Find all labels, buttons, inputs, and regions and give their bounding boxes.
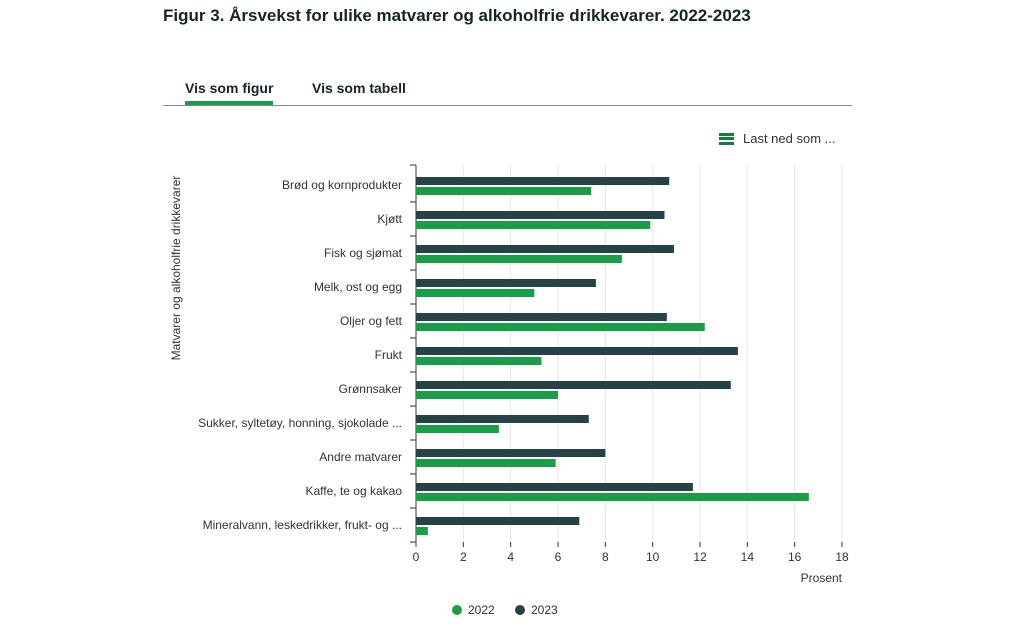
x-tick-label: 6 <box>555 550 562 564</box>
bar-2023 <box>416 245 674 253</box>
category-label: Mineralvann, leskedrikker, frukt- og ... <box>203 518 402 532</box>
x-tick-label: 2 <box>460 550 467 564</box>
bar-2023 <box>416 449 606 457</box>
download-label: Last ned som ... <box>743 131 836 146</box>
download-button[interactable]: Last ned som ... <box>719 131 836 146</box>
category-label: Oljer og fett <box>340 314 403 328</box>
legend-marker-2022 <box>452 605 462 615</box>
category-label: Kjøtt <box>377 212 402 226</box>
bar-2022 <box>416 493 809 501</box>
category-label: Frukt <box>375 348 403 362</box>
tab-figure[interactable]: Vis som figur <box>185 80 274 105</box>
bar-2022 <box>416 391 558 399</box>
bar-2022 <box>416 289 535 297</box>
bar-2022 <box>416 527 428 535</box>
bar-2023 <box>416 483 693 491</box>
bar-2022 <box>416 357 542 365</box>
x-tick-label: 10 <box>646 550 660 564</box>
legend-marker-2023 <box>515 605 525 615</box>
y-axis-label: Matvarer og alkoholfrie drikkevarer <box>169 176 183 361</box>
bar-2022 <box>416 323 705 331</box>
view-tabs: Vis som figur Vis som tabell <box>163 78 852 106</box>
category-label: Melk, ost og egg <box>314 280 402 294</box>
x-tick-label: 12 <box>693 550 707 564</box>
menu-icon <box>719 132 734 145</box>
bar-2023 <box>416 313 667 321</box>
category-label: Sukker, syltetøy, honning, sjokolade ... <box>198 416 402 430</box>
x-tick-label: 16 <box>788 550 802 564</box>
x-tick-label: 8 <box>602 550 609 564</box>
bar-2023 <box>416 279 596 287</box>
x-tick-label: 18 <box>835 550 849 564</box>
tab-table[interactable]: Vis som tabell <box>312 80 406 96</box>
legend-label-2023: 2023 <box>531 603 558 617</box>
x-tick-label: 4 <box>507 550 514 564</box>
x-tick-label: 14 <box>741 550 755 564</box>
category-label: Fisk og sjømat <box>324 246 403 260</box>
bar-2022 <box>416 221 651 229</box>
bar-2023 <box>416 381 731 389</box>
bar-2022 <box>416 255 622 263</box>
x-tick-label: 0 <box>413 550 420 564</box>
legend-label-2022: 2022 <box>468 603 495 617</box>
category-label: Grønnsaker <box>339 382 402 396</box>
bar-2022 <box>416 187 592 195</box>
category-label: Andre matvarer <box>319 450 402 464</box>
bar-2023 <box>416 517 580 525</box>
bar-2023 <box>416 347 738 355</box>
category-label: Brød og kornprodukter <box>282 178 402 192</box>
category-label: Kaffe, te og kakao <box>305 484 402 498</box>
bar-2023 <box>416 415 589 423</box>
figure-title: Figur 3. Årsvekst for ulike matvarer og … <box>163 6 751 25</box>
bar-2022 <box>416 425 499 433</box>
x-axis-label: Prosent <box>801 571 843 585</box>
bar-2023 <box>416 211 665 219</box>
bar-2023 <box>416 177 670 185</box>
bar-2022 <box>416 459 556 467</box>
